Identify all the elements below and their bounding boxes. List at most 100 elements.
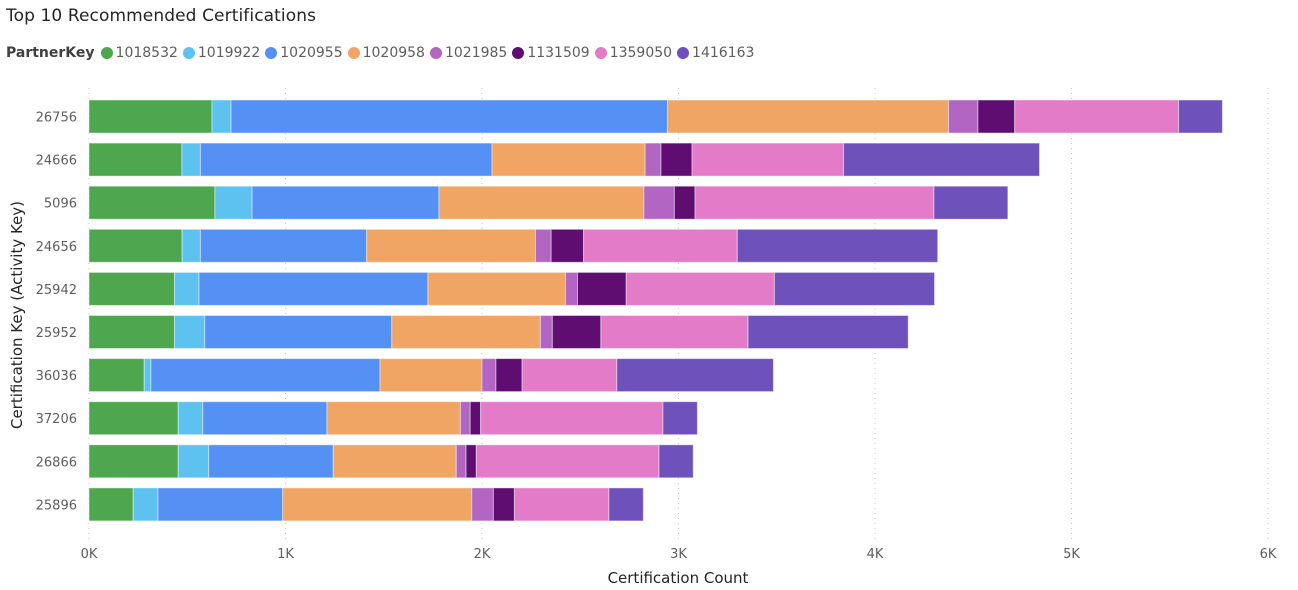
bar-segment-25896-1359050[interactable] bbox=[513, 487, 610, 522]
legend-item-1416163[interactable]: 1416163 bbox=[677, 45, 754, 61]
legend: PartnerKey 1018532 1019922 1020955 1020958 1… bbox=[6, 45, 759, 61]
bar-segment-24656-1359050[interactable] bbox=[583, 228, 738, 263]
bar-segment-5096-1018532[interactable] bbox=[88, 185, 216, 220]
bar-segment-5096-1020958[interactable] bbox=[438, 185, 645, 220]
bar-segment-25952-1020958[interactable] bbox=[391, 315, 541, 349]
bar-segment-36036-1131509[interactable] bbox=[495, 358, 523, 393]
bar-segment-25952-1019922[interactable] bbox=[173, 315, 206, 349]
bar-segment-5096-1416163[interactable] bbox=[933, 185, 1009, 220]
bar-segment-26756-1416163[interactable] bbox=[1178, 99, 1223, 134]
bar-segment-37206-1020958[interactable] bbox=[326, 401, 461, 436]
bar-segment-24656-1416163[interactable] bbox=[736, 228, 939, 263]
bar-segment-5096-1019922[interactable] bbox=[214, 185, 253, 220]
legend-label: 1018532 bbox=[115, 45, 178, 61]
legend-item-1020955[interactable]: 1020955 bbox=[265, 45, 343, 61]
legend-item-1018532[interactable]: 1018532 bbox=[100, 45, 178, 61]
bar-segment-24656-1131509[interactable] bbox=[550, 228, 585, 263]
bar-segment-26866-1359050[interactable] bbox=[475, 444, 660, 479]
bar-segment-36036-1020955[interactable] bbox=[150, 358, 381, 393]
bar-segment-25952-1021985[interactable] bbox=[539, 315, 553, 349]
bar-segment-26866-1020958[interactable] bbox=[332, 444, 457, 479]
bar-segment-25942-1131509[interactable] bbox=[576, 271, 627, 306]
bar-row-26756 bbox=[88, 99, 1223, 134]
bar-segment-24656-1020955[interactable] bbox=[199, 228, 368, 263]
bar-segment-36036-1018532[interactable] bbox=[88, 358, 145, 393]
bar-segment-36036-1019922[interactable] bbox=[143, 358, 152, 393]
bar-segment-37206-1416163[interactable] bbox=[662, 401, 698, 436]
bar-segment-25942-1020955[interactable] bbox=[198, 271, 429, 306]
bar-segment-26866-1019922[interactable] bbox=[177, 444, 210, 479]
y-tick-label: 26756 bbox=[36, 111, 77, 126]
legend-item-1019922[interactable]: 1019922 bbox=[182, 45, 261, 61]
bar-segment-24656-1021985[interactable] bbox=[534, 228, 552, 263]
bar-segment-24666-1020955[interactable] bbox=[199, 142, 493, 177]
bar-segment-25942-1018532[interactable] bbox=[88, 271, 175, 306]
bars bbox=[88, 99, 1223, 522]
bar-segment-26756-1020958[interactable] bbox=[666, 99, 949, 134]
bar-segment-37206-1359050[interactable] bbox=[480, 401, 664, 436]
bar-segment-24666-1021985[interactable] bbox=[644, 142, 662, 177]
bar-segment-26866-1131509[interactable] bbox=[465, 444, 477, 479]
bar-segment-25896-1416163[interactable] bbox=[608, 487, 644, 522]
bar-segment-37206-1019922[interactable] bbox=[177, 401, 204, 436]
legend-item-1021985[interactable]: 1021985 bbox=[429, 45, 507, 61]
bar-segment-26756-1131509[interactable] bbox=[977, 99, 1016, 134]
bar-segment-5096-1020955[interactable] bbox=[251, 185, 440, 220]
legend-label: 1019922 bbox=[197, 45, 261, 61]
bar-segment-26756-1018532[interactable] bbox=[88, 99, 213, 134]
bar-segment-25942-1021985[interactable] bbox=[565, 271, 578, 306]
y-tick-label: 5096 bbox=[44, 197, 77, 212]
legend-item-1131509[interactable]: 1131509 bbox=[512, 45, 590, 61]
bar-segment-24666-1019922[interactable] bbox=[181, 142, 201, 177]
legend-item-1020958[interactable]: 1020958 bbox=[347, 45, 425, 61]
bar-segment-25896-1019922[interactable] bbox=[132, 487, 159, 522]
bar-segment-24666-1131509[interactable] bbox=[660, 142, 693, 177]
bar-segment-26756-1021985[interactable] bbox=[947, 99, 979, 134]
bar-segment-25896-1021985[interactable] bbox=[471, 487, 494, 522]
bar-segment-25896-1020955[interactable] bbox=[157, 487, 284, 522]
bar-segment-24666-1020958[interactable] bbox=[491, 142, 646, 177]
bar-segment-25942-1359050[interactable] bbox=[625, 271, 775, 306]
bar-segment-36036-1021985[interactable] bbox=[481, 358, 497, 393]
bar-segment-37206-1021985[interactable] bbox=[459, 401, 471, 436]
bar-segment-26866-1020955[interactable] bbox=[208, 444, 334, 479]
legend-label: 1416163 bbox=[692, 45, 755, 61]
bar-segment-25952-1131509[interactable] bbox=[551, 315, 602, 349]
bar-segment-36036-1359050[interactable] bbox=[521, 358, 618, 393]
bar-segment-36036-1020958[interactable] bbox=[379, 358, 483, 393]
bar-segment-24666-1359050[interactable] bbox=[691, 142, 845, 177]
bar-segment-25952-1416163[interactable] bbox=[747, 315, 909, 349]
bar-segment-24666-1416163[interactable] bbox=[843, 142, 1040, 177]
bar-segment-37206-1018532[interactable] bbox=[88, 401, 179, 436]
legend-marker-icon bbox=[429, 47, 442, 59]
bar-segment-25952-1020955[interactable] bbox=[204, 315, 393, 349]
legend-item-1359050[interactable]: 1359050 bbox=[594, 45, 672, 61]
bar-segment-25896-1018532[interactable] bbox=[88, 487, 134, 522]
bar-row-25942 bbox=[88, 271, 936, 306]
bar-segment-37206-1020955[interactable] bbox=[202, 401, 328, 436]
bar-segment-25942-1020958[interactable] bbox=[427, 271, 567, 306]
x-tick-label: 3K bbox=[670, 547, 687, 562]
bar-segment-24656-1019922[interactable] bbox=[181, 228, 201, 263]
bar-segment-26866-1018532[interactable] bbox=[88, 444, 179, 479]
bar-segment-24656-1020958[interactable] bbox=[366, 228, 536, 263]
x-tick-label: 6K bbox=[1260, 547, 1277, 562]
bar-segment-25896-1131509[interactable] bbox=[492, 487, 515, 522]
bar-segment-5096-1359050[interactable] bbox=[694, 185, 935, 220]
bar-segment-24656-1018532[interactable] bbox=[88, 228, 183, 263]
bar-segment-26756-1020955[interactable] bbox=[230, 99, 668, 134]
bar-segment-26756-1359050[interactable] bbox=[1014, 99, 1180, 134]
bar-segment-5096-1131509[interactable] bbox=[673, 185, 696, 220]
bar-segment-5096-1021985[interactable] bbox=[643, 185, 675, 220]
bar-segment-25952-1018532[interactable] bbox=[88, 315, 175, 349]
bar-segment-25942-1019922[interactable] bbox=[173, 271, 200, 306]
bar-segment-26866-1021985[interactable] bbox=[455, 444, 467, 479]
bar-segment-36036-1416163[interactable] bbox=[616, 358, 774, 393]
bar-segment-24666-1018532[interactable] bbox=[88, 142, 183, 177]
bar-segment-26756-1019922[interactable] bbox=[211, 99, 232, 134]
bar-segment-37206-1131509[interactable] bbox=[469, 401, 482, 436]
bar-segment-26866-1416163[interactable] bbox=[658, 444, 694, 479]
bar-segment-25952-1359050[interactable] bbox=[600, 315, 749, 349]
bar-segment-25942-1416163[interactable] bbox=[773, 271, 936, 306]
bar-segment-25896-1020958[interactable] bbox=[282, 487, 473, 522]
